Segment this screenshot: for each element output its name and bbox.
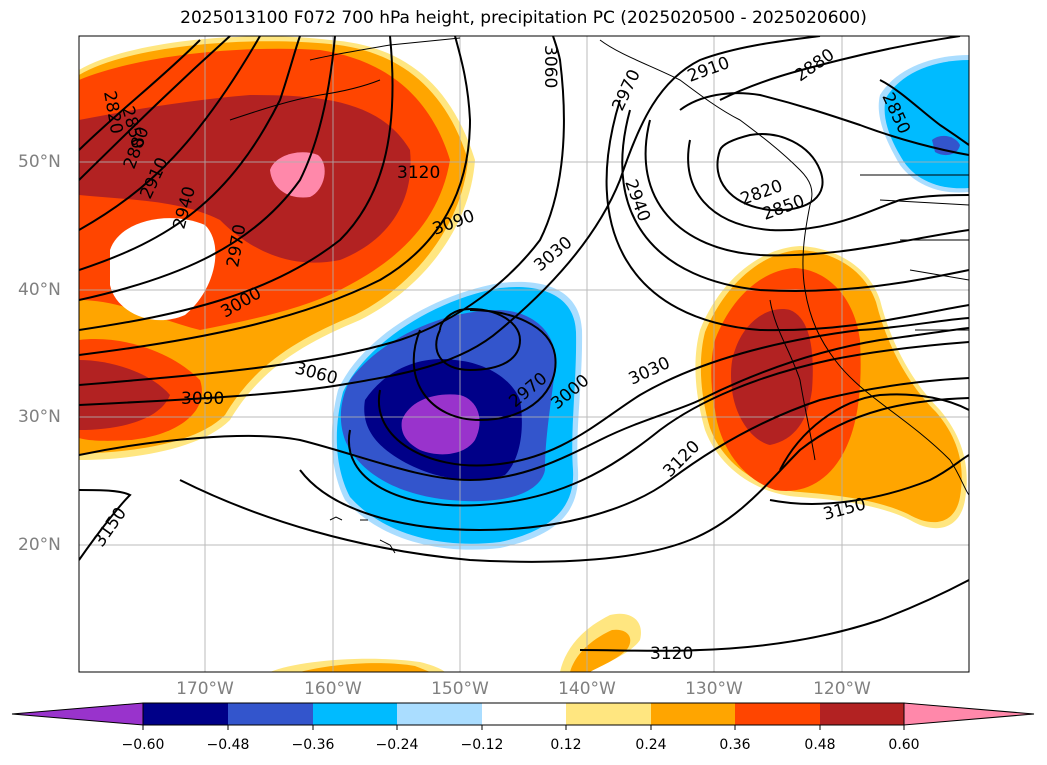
colorbar-bin-2 [228, 703, 313, 725]
colorbar-tick-label: −0.12 [460, 737, 504, 753]
contour-label-3120-center: 3120 [397, 163, 440, 183]
colorbar-tick-label: −0.24 [375, 737, 419, 753]
colorbar-tick-label: 0.36 [719, 737, 751, 753]
colorbar-tick-label: 0.12 [550, 737, 582, 753]
colorbar-tick-label: 0.60 [888, 737, 920, 753]
colorbar-tick-label: −0.60 [121, 737, 165, 753]
map-title: 2025013100 F072 700 hPa height, precipit… [180, 8, 867, 28]
lon-label-160w: 160°W [304, 679, 362, 699]
positive-anomaly-sw-darkred [79, 360, 170, 430]
map-frame [78, 35, 970, 673]
contour-label-2970-ne: 2970 [608, 66, 644, 114]
lat-label-30n: 30°N [18, 407, 61, 427]
colorbar-bin-3 [313, 703, 397, 725]
contour-label-3120-east: 3120 [659, 437, 704, 482]
graticule [79, 36, 969, 672]
negative-anomaly-ne-blue [932, 135, 960, 156]
colorbar [11, 702, 1035, 730]
contour-label-2910-ne: 2910 [685, 53, 732, 87]
colorbar-tick-label: −0.48 [206, 737, 250, 753]
contour-label-2880-ne: 2880 [791, 45, 838, 86]
contour-label-3060-north: 3060 [540, 45, 560, 88]
colorbar-bin-5 [482, 703, 566, 725]
lat-label-50n: 50°N [18, 152, 61, 172]
colorbar-tick-label: 0.48 [804, 737, 836, 753]
contour-label-3120-south: 3120 [650, 644, 693, 664]
lon-label-170w: 170°W [176, 679, 234, 699]
colorbar-bin-7 [651, 703, 735, 725]
colorbar-bin-9 [820, 703, 904, 725]
contour-label-3030-center: 3030 [530, 233, 576, 276]
lat-label-40n: 40°N [18, 280, 61, 300]
lon-label-140w: 140°W [558, 679, 616, 699]
negative-anomaly-ne-cyan [884, 60, 969, 189]
dry-hole-nw [110, 218, 216, 321]
colorbar-extend-max [903, 702, 1035, 726]
colorbar-tick-label: 0.24 [635, 737, 667, 753]
contour-label-3150-sw: 3150 [90, 504, 131, 551]
positive-anomaly-nw-darkred [79, 95, 411, 263]
colorbar-bin-8 [735, 703, 820, 725]
colorbar-extend-min [11, 702, 144, 726]
colorbar-bin-1 [143, 703, 228, 725]
height-contours [79, 36, 969, 652]
lon-label-130w: 130°W [685, 679, 743, 699]
colorbar-tick-label: −0.36 [291, 737, 335, 753]
colorbar-frame [142, 702, 905, 726]
colorbar-bin-6 [566, 703, 651, 725]
contour-label-2940-ne: 2940 [620, 177, 654, 224]
lon-label-150w: 150°W [431, 679, 489, 699]
lon-label-120w: 120°W [813, 679, 871, 699]
positive-anomaly-nw-pink [270, 152, 325, 198]
colorbar-bin-4 [397, 703, 482, 725]
lat-label-20n: 20°N [18, 535, 61, 555]
contour-label-3090-west: 3090 [181, 389, 224, 409]
contour-label-3030-east: 3030 [626, 353, 674, 389]
precipitation-shading [79, 36, 969, 672]
